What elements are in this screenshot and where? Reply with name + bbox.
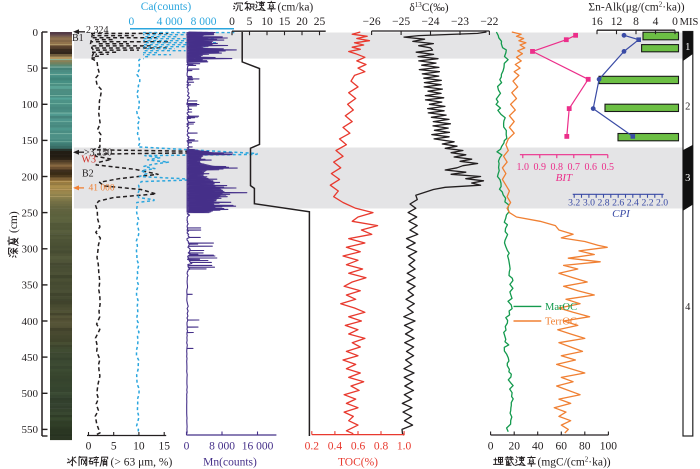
svg-text:3: 3: [685, 173, 690, 184]
svg-text:2.4: 2.4: [627, 198, 639, 209]
svg-text:−25: −25: [392, 16, 410, 28]
svg-text:10: 10: [133, 441, 145, 453]
svg-text:2.8: 2.8: [597, 198, 609, 209]
svg-text:12: 12: [611, 16, 623, 28]
svg-text:2.2: 2.2: [641, 198, 653, 209]
svg-text:150: 150: [22, 135, 39, 147]
svg-text:450: 450: [22, 352, 39, 364]
svg-text:−23: −23: [451, 16, 469, 28]
svg-text:0.2: 0.2: [305, 441, 320, 453]
svg-text:60: 60: [556, 441, 568, 453]
svg-text:1: 1: [685, 42, 690, 53]
svg-text:>3 150: >3 150: [84, 148, 112, 159]
svg-text:50: 50: [27, 63, 39, 75]
svg-text:0: 0: [33, 27, 39, 39]
svg-text:MarOC: MarOC: [545, 302, 577, 313]
svg-text:5: 5: [111, 441, 117, 453]
svg-text:550: 550: [22, 424, 39, 436]
svg-text:10: 10: [261, 16, 273, 28]
svg-text:0: 0: [672, 16, 678, 28]
svg-text:TOC(%): TOC(%): [338, 457, 378, 469]
svg-text:Mn(counts): Mn(counts): [203, 457, 257, 469]
svg-text:(> 63 μm, %): (> 63 μm, %): [111, 457, 173, 469]
svg-text:−26: −26: [363, 16, 381, 28]
svg-text:0.7: 0.7: [568, 162, 581, 173]
svg-text:0: 0: [86, 441, 92, 453]
svg-text:0.4: 0.4: [328, 441, 343, 453]
svg-text:16: 16: [591, 16, 603, 28]
svg-text:20: 20: [296, 16, 308, 28]
svg-text:25: 25: [314, 16, 326, 28]
svg-text:(cm/ka): (cm/ka): [278, 2, 314, 14]
svg-text:−22: −22: [480, 16, 498, 28]
svg-text:4: 4: [653, 16, 659, 28]
svg-text:80: 80: [579, 441, 591, 453]
svg-text:16 000: 16 000: [242, 441, 274, 453]
svg-text:CPI: CPI: [612, 208, 631, 220]
svg-text:200: 200: [22, 171, 39, 183]
svg-text:250: 250: [22, 207, 39, 219]
svg-text:1.0: 1.0: [397, 441, 412, 453]
svg-text:8 000: 8 000: [209, 441, 235, 453]
svg-text:8: 8: [633, 16, 639, 28]
svg-text:B2: B2: [82, 169, 94, 180]
svg-text:0: 0: [184, 441, 190, 453]
svg-text:0: 0: [129, 16, 135, 28]
svg-text:(cm): (cm): [8, 211, 20, 233]
svg-text:300: 300: [22, 244, 39, 256]
svg-text:2 324: 2 324: [86, 25, 109, 36]
svg-text:B1: B1: [72, 33, 84, 44]
svg-text:400: 400: [22, 316, 39, 328]
svg-text:3.2: 3.2: [568, 198, 580, 209]
svg-text:2.0: 2.0: [656, 198, 668, 209]
svg-text:BIT: BIT: [556, 172, 573, 184]
svg-text:0.5: 0.5: [602, 162, 615, 173]
svg-text:Σn-Alk(μg/(cm2·ka)): Σn-Alk(μg/(cm2·ka)): [588, 1, 684, 14]
svg-text:0.8: 0.8: [551, 162, 564, 173]
svg-text:0: 0: [229, 16, 235, 28]
svg-text:41 000: 41 000: [89, 184, 115, 194]
svg-text:0.6: 0.6: [585, 162, 598, 173]
svg-text:−24: −24: [422, 16, 440, 28]
svg-text:8 000: 8 000: [191, 16, 217, 28]
svg-text:100: 100: [600, 441, 618, 453]
svg-text:0.9: 0.9: [534, 162, 547, 173]
svg-text:0.8: 0.8: [374, 441, 389, 453]
svg-text:500: 500: [22, 388, 39, 400]
svg-text:MIS: MIS: [680, 17, 699, 28]
svg-text:15: 15: [158, 441, 170, 453]
svg-text:4: 4: [685, 302, 691, 313]
svg-text:Ca(counts): Ca(counts): [141, 1, 192, 13]
svg-text:W3: W3: [82, 155, 96, 166]
svg-text:100: 100: [22, 99, 39, 111]
svg-text:(mgC/(cm2·ka)): (mgC/(cm2·ka)): [538, 456, 611, 469]
svg-text:3.0: 3.0: [583, 198, 595, 209]
svg-text:15: 15: [279, 16, 291, 28]
svg-text:2: 2: [685, 102, 690, 113]
svg-text:TerrOC: TerrOC: [545, 317, 577, 328]
svg-text:20: 20: [508, 441, 520, 453]
svg-text:350: 350: [22, 280, 39, 292]
svg-text:2.6: 2.6: [612, 198, 624, 209]
svg-text:0: 0: [488, 441, 494, 453]
svg-text:4 000: 4 000: [157, 16, 183, 28]
svg-text:40: 40: [532, 441, 544, 453]
svg-text:0.6: 0.6: [351, 441, 366, 453]
svg-text:1.0: 1.0: [517, 162, 530, 173]
svg-text:5: 5: [247, 16, 253, 28]
